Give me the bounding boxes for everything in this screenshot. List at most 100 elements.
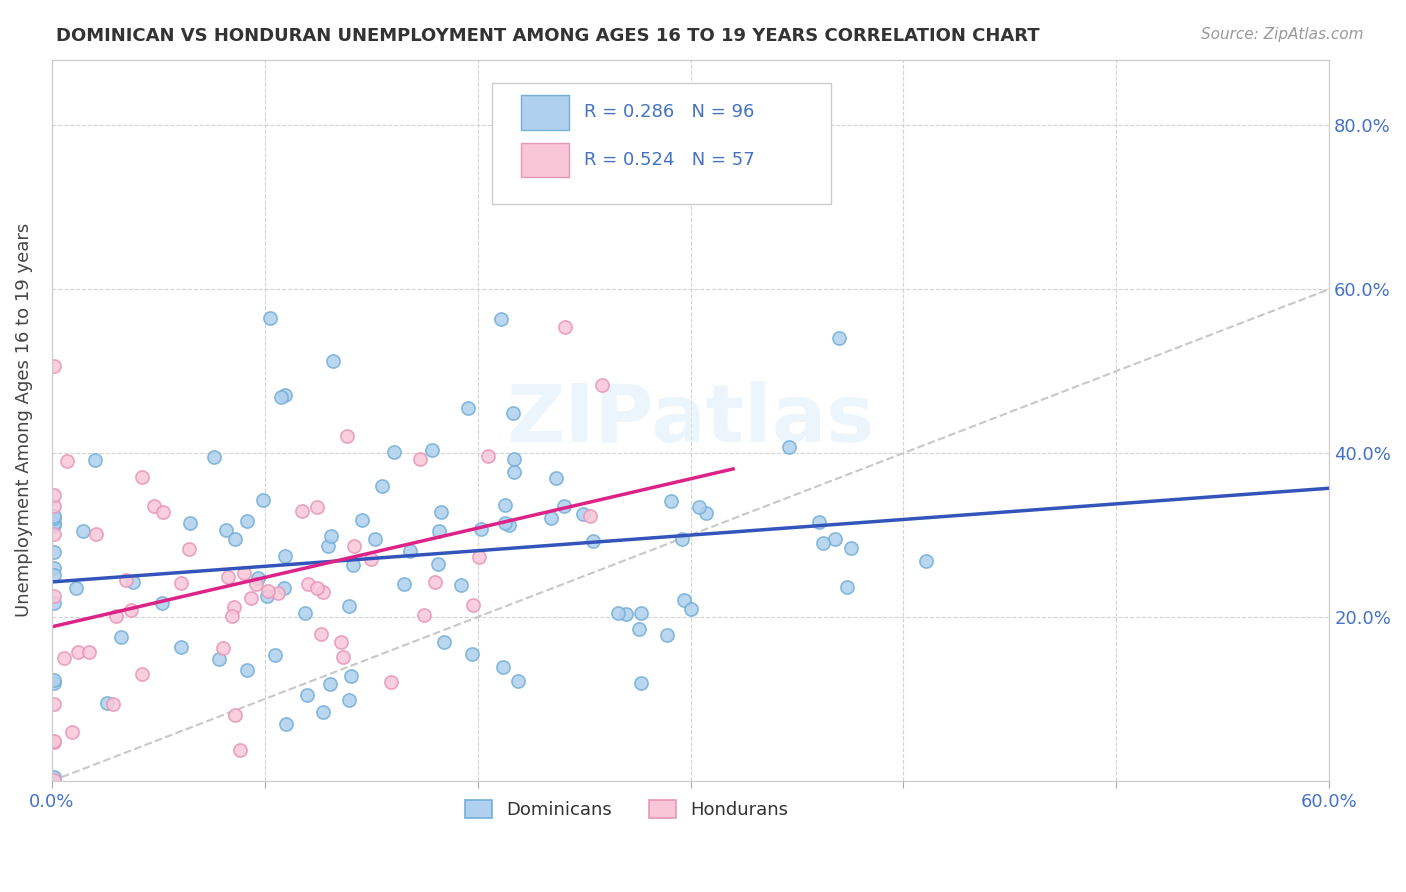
Point	[276, 717, 298, 731]
Point	[343, 539, 366, 553]
Point	[131, 470, 153, 484]
Point	[170, 640, 193, 655]
Point	[498, 518, 520, 533]
Point	[655, 628, 678, 642]
Point	[42, 544, 65, 558]
Point	[502, 465, 524, 479]
Point	[42, 567, 65, 582]
Point	[42, 561, 65, 575]
Point	[427, 524, 450, 538]
Text: Source: ZipAtlas.com: Source: ZipAtlas.com	[1201, 27, 1364, 42]
Point	[309, 627, 332, 641]
Point	[42, 673, 65, 687]
Point	[232, 566, 254, 580]
Point	[52, 650, 75, 665]
Point	[450, 578, 472, 592]
Point	[506, 674, 529, 689]
Point	[544, 471, 567, 485]
Point	[204, 450, 226, 464]
Point	[274, 388, 297, 402]
Point	[342, 558, 364, 572]
Point	[915, 554, 938, 568]
Point	[245, 577, 267, 591]
Point	[44, 488, 66, 502]
Point	[84, 527, 107, 541]
Point	[66, 645, 89, 659]
Point	[179, 516, 201, 531]
Point	[630, 675, 652, 690]
Point	[671, 533, 693, 547]
Point	[778, 440, 800, 454]
Point	[42, 589, 65, 603]
Point	[340, 669, 363, 683]
Point	[42, 676, 65, 690]
Point	[672, 592, 695, 607]
Text: R = 0.286   N = 96: R = 0.286 N = 96	[585, 103, 755, 121]
Point	[42, 697, 65, 711]
Point	[554, 319, 576, 334]
Point	[96, 696, 118, 710]
Point	[319, 677, 342, 691]
Point	[297, 577, 319, 591]
Point	[811, 536, 834, 550]
Point	[120, 603, 142, 617]
Point	[591, 378, 613, 392]
Point	[229, 742, 252, 756]
Point	[291, 504, 314, 518]
Point	[42, 500, 65, 514]
Point	[239, 591, 262, 605]
Y-axis label: Unemployment Among Ages 16 to 19 years: Unemployment Among Ages 16 to 19 years	[15, 223, 32, 617]
Point	[409, 452, 432, 467]
Point	[828, 330, 851, 344]
Point	[110, 630, 132, 644]
Point	[273, 581, 295, 595]
Point	[661, 493, 683, 508]
Point	[212, 641, 235, 656]
Point	[412, 608, 434, 623]
Point	[221, 608, 243, 623]
Point	[316, 540, 339, 554]
Point	[72, 524, 94, 539]
Point	[42, 359, 65, 373]
Point	[494, 498, 516, 512]
Point	[399, 543, 422, 558]
Point	[688, 500, 710, 514]
Point	[142, 499, 165, 513]
Point	[257, 584, 280, 599]
Point	[131, 666, 153, 681]
Point	[470, 522, 492, 536]
Bar	[520, 95, 569, 129]
Point	[627, 622, 650, 636]
Point	[215, 523, 238, 537]
Point	[457, 401, 479, 415]
Point	[332, 649, 354, 664]
Point	[337, 692, 360, 706]
Text: DOMINICAN VS HONDURAN UNEMPLOYMENT AMONG AGES 16 TO 19 YEARS CORRELATION CHART: DOMINICAN VS HONDURAN UNEMPLOYMENT AMONG…	[56, 27, 1040, 45]
Legend: Dominicans, Hondurans: Dominicans, Hondurans	[458, 792, 796, 826]
Point	[489, 311, 512, 326]
Point	[330, 635, 353, 649]
Point	[433, 635, 456, 649]
Point	[224, 707, 246, 722]
Point	[267, 586, 290, 600]
Point	[502, 406, 524, 420]
Point	[824, 532, 846, 546]
Point	[614, 607, 637, 621]
Point	[56, 454, 79, 468]
Point	[312, 705, 335, 719]
Point	[553, 500, 575, 514]
Point	[42, 773, 65, 788]
Point	[352, 513, 374, 527]
Point	[502, 451, 524, 466]
Point	[270, 390, 292, 404]
Point	[422, 443, 444, 458]
Point	[360, 552, 382, 566]
Point	[337, 599, 360, 613]
Point	[540, 510, 562, 524]
Point	[247, 571, 270, 585]
Point	[222, 600, 245, 615]
Point	[312, 585, 335, 599]
Point	[695, 506, 717, 520]
Point	[461, 599, 484, 613]
Point	[294, 606, 316, 620]
